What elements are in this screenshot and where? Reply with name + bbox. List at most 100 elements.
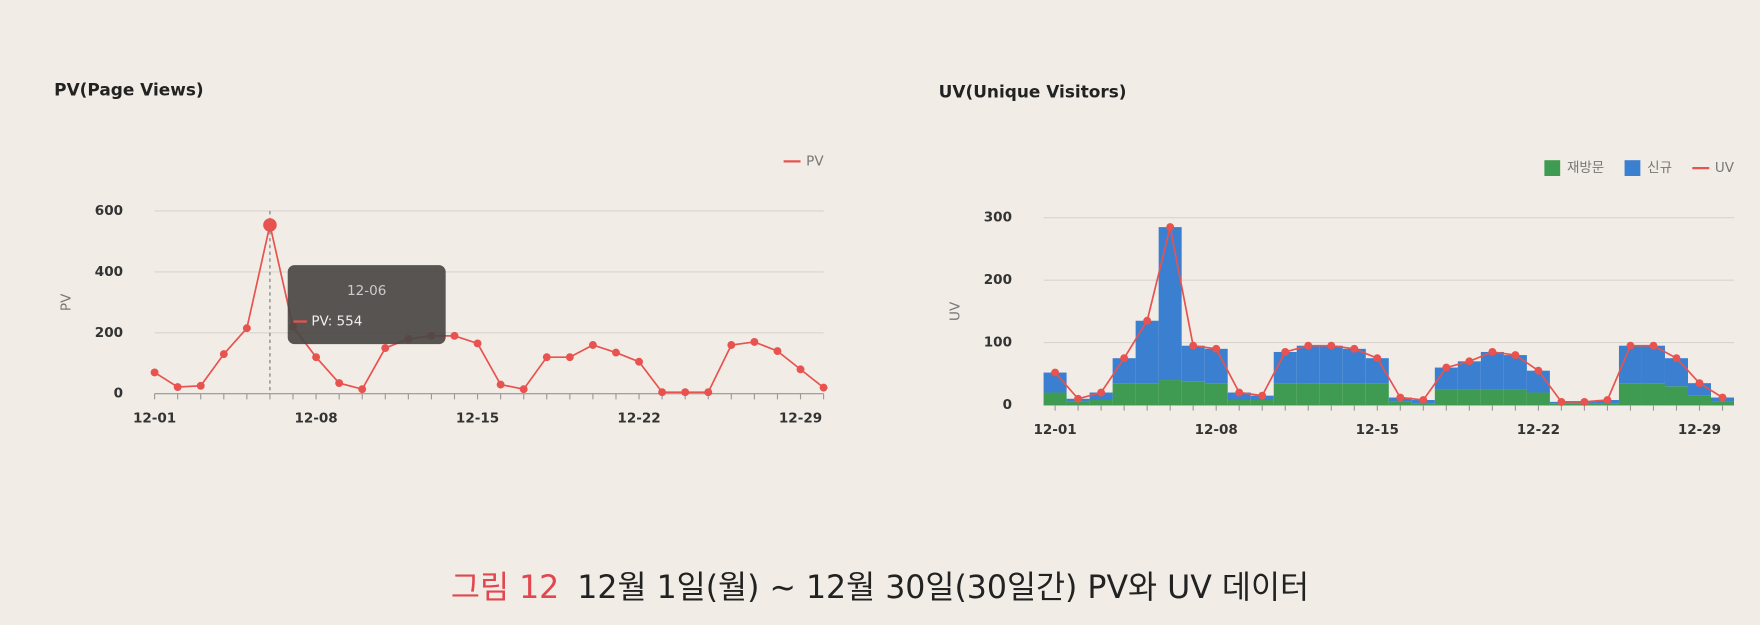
data-point: [219, 350, 228, 359]
bar: [1687, 395, 1712, 406]
data-point: [750, 337, 759, 346]
data-point: [1120, 354, 1129, 363]
data-point: [519, 385, 528, 394]
data-point: [704, 388, 713, 397]
data-point: [335, 379, 344, 388]
data-point: [588, 341, 597, 349]
caption-label: 그림 12: [451, 570, 559, 606]
caption-text: 12월 1일(월) ~ 12월 30일(30일간) PV와 UV 데이터: [577, 570, 1309, 606]
data-point: [1511, 351, 1520, 360]
data-point: [1166, 223, 1175, 232]
data-point: [796, 365, 805, 374]
bar: [1595, 403, 1619, 406]
series-line: [1054, 226, 1723, 403]
bar: [1365, 383, 1389, 406]
bar: [1273, 351, 1297, 384]
bar: [1135, 320, 1159, 384]
bar: [1227, 400, 1251, 406]
y-tick-label: 100: [984, 335, 1012, 351]
x-tick-label: 12-29: [779, 411, 822, 427]
x-tick-label: 12-01: [1033, 422, 1076, 438]
data-point: [1649, 341, 1658, 350]
data-point: [1074, 394, 1083, 403]
bar: [1618, 345, 1642, 384]
bar: [1641, 383, 1665, 406]
data-point: [542, 353, 551, 362]
bar: [1434, 389, 1458, 406]
data-point: [1373, 354, 1382, 363]
bar: [1043, 372, 1067, 393]
bar: [1526, 370, 1550, 393]
bar: [1043, 392, 1067, 406]
data-point: [381, 344, 390, 352]
bar: [1204, 348, 1228, 384]
data-point: [1327, 341, 1336, 350]
data-point: [496, 380, 505, 389]
data-point: [681, 388, 690, 397]
bar: [1457, 361, 1481, 390]
bar: [1181, 345, 1205, 382]
bar: [1158, 227, 1182, 381]
bar: [1319, 383, 1343, 406]
series-line: [154, 224, 825, 394]
data-point: [1143, 316, 1152, 325]
bar: [1711, 401, 1735, 406]
bar: [1342, 348, 1366, 384]
legend-swatch: [1624, 160, 1641, 176]
y-axis-label: UV: [948, 301, 964, 321]
data-point: [1557, 397, 1566, 406]
bar: [1641, 345, 1665, 384]
x-tick-label: 12-08: [1195, 422, 1238, 438]
data-point: [473, 339, 482, 348]
data-point: [1580, 397, 1589, 406]
data-point: [1695, 379, 1704, 388]
bar: [1158, 380, 1182, 406]
bar: [1664, 386, 1688, 406]
data-point: [1465, 357, 1474, 366]
bar: [1296, 345, 1320, 384]
data-point: [1718, 393, 1727, 402]
bar: [1526, 392, 1550, 406]
bar: [1365, 358, 1389, 384]
data-point: [658, 388, 667, 397]
data-point: [150, 368, 159, 377]
y-tick-label: 300: [984, 210, 1012, 226]
bar: [1204, 383, 1228, 406]
data-point: [1189, 341, 1198, 350]
tooltip-box: [287, 265, 446, 345]
data-point: [1396, 393, 1405, 402]
data-point: [1281, 347, 1290, 356]
bar: [1089, 400, 1113, 406]
y-tick-label: 0: [114, 386, 123, 402]
y-tick-label: 0: [1003, 397, 1012, 413]
legend-label: 재방문: [1567, 160, 1604, 176]
legend-swatch: [1544, 160, 1561, 176]
chart-title: PV(Page Views): [54, 79, 203, 99]
y-axis-label: PV: [59, 293, 75, 311]
data-point: [1350, 344, 1359, 353]
data-point: [173, 383, 182, 391]
data-point: [1442, 363, 1451, 372]
data-point: [635, 357, 643, 366]
bar: [1250, 400, 1274, 406]
data-point: [1626, 341, 1635, 350]
x-tick-label: 12-15: [456, 411, 499, 427]
x-tick-label: 12-22: [617, 411, 660, 427]
bar: [1503, 355, 1527, 390]
bar: [1319, 345, 1343, 384]
bar: [1112, 383, 1136, 406]
highlight-point: [263, 218, 277, 232]
data-point: [1097, 388, 1106, 397]
data-point: [819, 383, 828, 392]
bar: [1135, 383, 1159, 406]
data-point: [1051, 368, 1060, 377]
data-point: [1419, 396, 1428, 404]
bar: [1388, 401, 1412, 406]
data-point: [1212, 344, 1221, 353]
data-point: [196, 381, 205, 390]
y-tick-label: 200: [95, 325, 123, 341]
data-point: [1534, 366, 1543, 375]
data-point: [450, 331, 459, 340]
